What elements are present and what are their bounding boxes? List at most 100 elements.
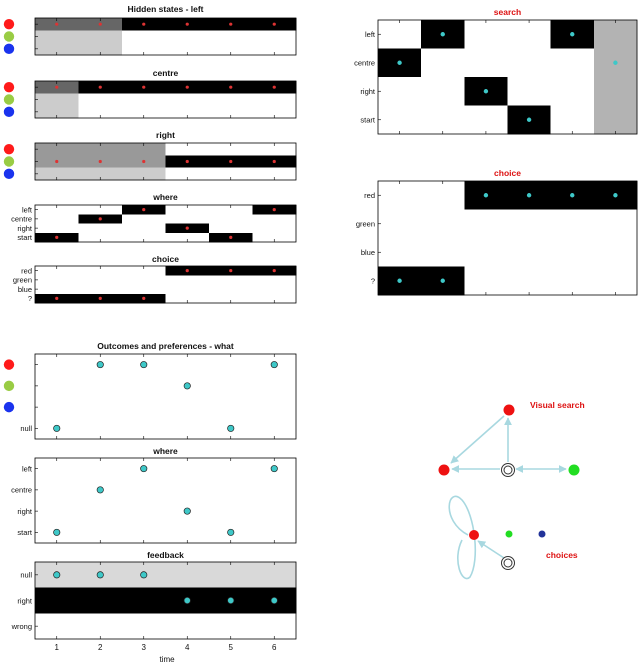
outcomes-what-dot — [53, 424, 61, 432]
hidden-where-dot — [98, 217, 102, 221]
node-top-red — [503, 404, 515, 416]
outcomes-feedback-dot — [53, 571, 61, 579]
choice-row-label: blue — [361, 248, 375, 257]
outcomes-feedback-cell — [78, 613, 123, 640]
hidden-left-cell — [122, 42, 166, 56]
outcomes-feedback-xtick-label: 3 — [142, 643, 147, 652]
outcomes-feedback-xtick-label: 2 — [98, 643, 103, 652]
outcomes-what-cell — [78, 375, 123, 397]
hidden-choice-cell — [165, 275, 210, 285]
hidden-choice-dot — [98, 296, 102, 300]
outcomes-what-cell — [252, 375, 297, 397]
outcomes-what-cell — [35, 354, 79, 376]
hidden-where-cell — [252, 223, 297, 234]
outcomes-what-cell — [165, 354, 210, 376]
choice-cell — [593, 209, 638, 239]
hidden-where-cell — [252, 214, 297, 224]
hidden-where-dot — [55, 235, 59, 239]
outcomes-where-row-label: left — [22, 464, 33, 473]
hidden-where-row-label: right — [17, 224, 33, 233]
hidden-centre-dot — [272, 85, 276, 89]
outcomes-what-cell — [78, 396, 123, 419]
hidden-where-cell — [209, 223, 253, 234]
search-cell — [507, 77, 552, 106]
hidden-right-cell — [78, 143, 123, 156]
hidden-choice-cell — [252, 284, 297, 295]
node-choice-red — [469, 530, 479, 540]
search-title: search — [494, 7, 521, 17]
hidden-right-dot — [272, 159, 276, 164]
outcomes-what-cell — [252, 396, 297, 419]
hidden-left-cell — [122, 30, 166, 44]
outcomes-feedback-dot — [183, 596, 191, 605]
hidden-choice-row-label: green — [13, 276, 32, 285]
outcomes-what-row-marker-green — [3, 380, 15, 392]
outcomes-feedback-cell — [209, 562, 253, 589]
hidden-left-cell — [165, 30, 210, 44]
search-cell — [464, 105, 508, 135]
hidden-centre-row-marker-red — [3, 81, 15, 93]
search-cell — [507, 20, 552, 49]
hidden-right-cell — [209, 143, 253, 156]
hidden-centre-cell — [252, 93, 297, 107]
hidden-left-row-marker-blue — [3, 43, 15, 55]
hidden-right-dot — [55, 159, 59, 164]
hidden-centre-cell — [122, 93, 166, 107]
outcomes-what-cell — [165, 396, 210, 419]
node-right-green — [568, 464, 580, 476]
hidden-centre-cell — [165, 105, 210, 119]
choice-cell — [378, 238, 422, 267]
hidden-centre-cell — [209, 93, 253, 107]
hidden-left-cell — [209, 42, 253, 56]
outcomes-where-cell — [35, 479, 79, 501]
outcomes-what-cell — [78, 417, 123, 440]
hidden-choice-cell — [165, 284, 210, 295]
outcomes-where-cell — [209, 479, 253, 501]
choice-row-label: green — [356, 220, 375, 229]
hidden-choice-row-label: blue — [18, 285, 32, 294]
hidden-left-row-marker-green — [3, 31, 15, 42]
hidden-left-row-marker-red — [3, 18, 15, 30]
hidden-left-cell — [78, 30, 123, 44]
outcomes-what-dot — [96, 361, 104, 369]
choice-dot — [613, 193, 618, 198]
choice-cell — [550, 209, 595, 239]
search-row-label: centre — [354, 59, 375, 68]
hidden-left-cell — [165, 42, 210, 56]
outcomes-where-frame — [34, 457, 297, 544]
hidden-left-title: Hidden states - left — [127, 4, 203, 14]
hidden-where-row-label: left — [22, 205, 33, 214]
node-choice-green — [505, 530, 513, 538]
hidden-choice-dot — [55, 296, 59, 300]
edge-top-to-left — [450, 415, 505, 464]
hidden-right-dot — [185, 159, 189, 164]
hidden-left-dot — [185, 22, 189, 26]
choice-cell — [593, 266, 638, 296]
choice-title: choice — [494, 168, 521, 178]
hidden-where-cell — [165, 205, 210, 215]
outcomes-what-cell — [209, 375, 253, 397]
hidden-choice-cell — [209, 284, 253, 295]
hidden-choice-row-label: ? — [28, 294, 32, 303]
hidden-choice-cell — [165, 293, 210, 304]
hidden-where-cell — [78, 205, 123, 215]
outcomes-feedback-cell — [165, 562, 210, 589]
node-left-red — [438, 464, 450, 476]
hidden-centre-dot — [98, 85, 102, 89]
outcomes-feedback-cell — [252, 613, 297, 640]
outcomes-feedback-dot — [96, 571, 104, 579]
hidden-where-cell — [165, 232, 210, 243]
choices-label: choices — [546, 550, 578, 560]
choice-cell — [421, 181, 465, 210]
outcomes-what-cell — [122, 417, 166, 440]
hidden-where-cell — [78, 232, 123, 243]
hidden-centre-cell — [252, 105, 297, 119]
outcomes-what-cell — [209, 354, 253, 376]
node-choice-blue — [538, 530, 546, 538]
search-dot — [397, 60, 402, 65]
choice-cell — [421, 209, 465, 239]
feedback-xlabel: time — [159, 655, 175, 664]
search-row-label: left — [365, 30, 376, 39]
choice-cell — [378, 181, 422, 210]
hidden-choice-cell — [78, 266, 123, 276]
